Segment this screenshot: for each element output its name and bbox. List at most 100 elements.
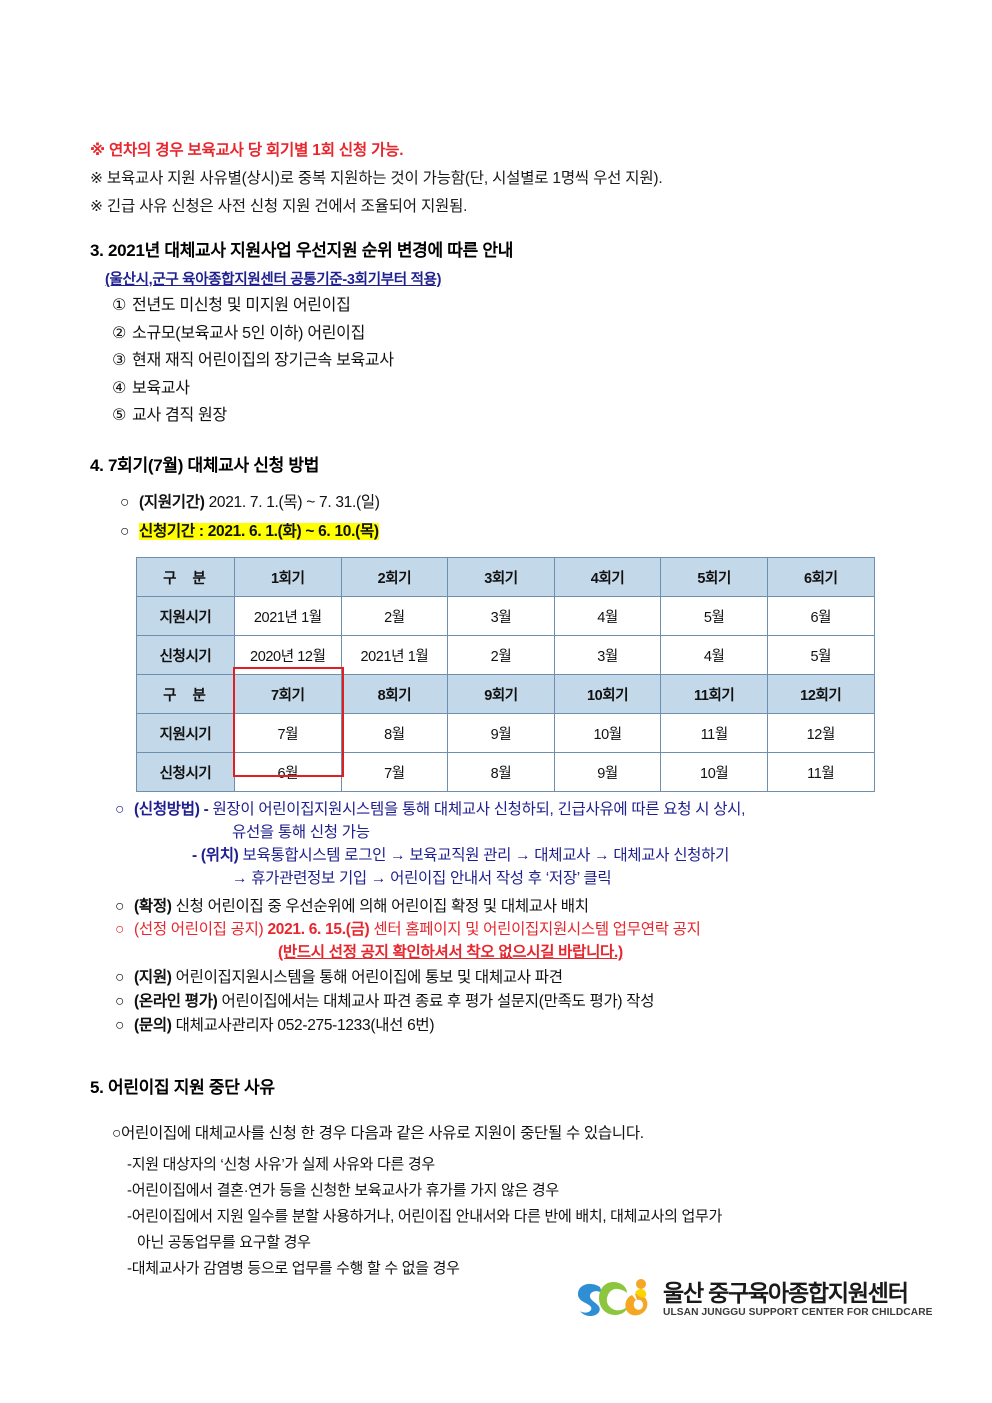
announce-row: ○ (선정 어린이집 공지) 2021. 6. 15.(금) 센터 홈페이지 및 … [115,917,701,942]
notice-line-2: ※ 보육교사 지원 사유별(상시)로 중복 지원하는 것이 가능함(단, 시설별… [90,170,663,187]
priority-number-5: ⑤ [112,407,127,424]
table-header-6: 6회기 [766,557,875,597]
table-header-5: 5회기 [660,557,768,597]
support-period-value: 2021. 7. 1.(목) ~ 7. 31.(일) [208,494,380,511]
table-header-2: 2회기 [340,557,449,597]
cell-support-2: 2월 [340,596,449,636]
confirm-row: ○ (확정) 신청 어린이집 중 우선순위에 의해 어린이집 확정 및 대체교사 … [115,894,589,919]
list-item: -대체교사가 감염병 등으로 업무를 수행 할 수 없을 경우 [127,1256,957,1282]
center-logo-icon [577,1279,648,1317]
cell-support-1: 2021년 1월 [234,596,342,636]
method-location-label: - (위치) [192,847,239,864]
confirm-text: 신청 어린이집 중 우선순위에 의해 어린이집 확정 및 대체교사 배치 [175,898,589,915]
gubun-text: 구 분 [163,570,212,587]
method-location-line1: 보육통합시스템 로그인 → 보육교직원 관리 → 대체교사 → 대체교사 신청하… [242,847,730,864]
row-label-apply-1: 신청시기 [136,635,235,675]
gubun-text: 구 분 [163,687,212,704]
table-header-3: 3회기 [447,557,555,597]
logo-name-ko: 울산 중구육아종합지원센터 [663,1280,909,1306]
dispatch-row: ○ (지원) 어린이집지원시스템을 통해 어린이집에 통보 및 대체교사 파견 [115,965,563,990]
list-item: -어린이집에서 결혼·연가 등을 신청한 보육교사가 휴가를 가지 않은 경우 [127,1178,957,1204]
contact-row: ○ (문의) 대체교사관리자 052-275-1233(내선 6번) [115,1013,435,1038]
section5-item-2-line1: -어린이집에서 결혼·연가 등을 신청한 보육교사가 휴가를 가지 않은 경우 [127,1182,559,1199]
section5-intro: ○어린이집에 대체교사를 신청 한 경우 다음과 같은 사유로 지원이 중단될 … [112,1125,644,1142]
apply-period-row: ○ 신청기간 : 2021. 6. 1.(화) ~ 6. 10.(목) [120,519,379,544]
table-header-12: 12회기 [766,674,875,714]
table-header-8: 8회기 [340,674,449,714]
table-row-apply-1: 신청시기 2020년 12월 2021년 1월 2월 3월 4월 5월 [136,635,875,675]
announce-sub-row: (반드시 선정 공지 확인하셔서 착오 없으시길 바랍니다.) [278,940,623,965]
table-row-header-2: 구 분 7회기 8회기 9회기 10회기 11회기 12회기 [136,674,875,714]
table-corner-label-2: 구 분 [136,674,235,714]
priority-number-3: ③ [112,352,127,369]
table-header-9: 9회기 [447,674,555,714]
method-line2-row: 유선을 통해 신청 가능 [232,820,370,845]
support-period-row: ○ (지원기간) 2021. 7. 1.(목) ~ 7. 31.(일) [120,490,380,515]
method-location-line2-row: → 휴가관련정보 기입 → 어린이집 안내서 작성 후 ‘저장’ 클릭 [232,866,612,891]
priority-number-2: ② [112,324,127,342]
evaluation-label: (온라인 평가) [134,993,218,1010]
priority-item-2: ② 소규모(보육교사 5인 이하) 어린이집 [112,320,394,348]
method-location-row: - (위치) 보육통합시스템 로그인 → 보육교직원 관리 → 대체교사 → 대… [192,843,729,868]
schedule-table: 구 분 1회기 2회기 3회기 4회기 5회기 6회기 지원시기 2021년 1… [136,557,875,792]
footer-logo: 울산 중구육아종합지원센터 ULSAN JUNGGU SUPPORT CENTE… [575,1277,933,1323]
cell-apply-10: 9월 [553,752,662,792]
method-line2: 유선을 통해 신청 가능 [232,824,370,841]
priority-item-1: ① 전년도 미신청 및 미지원 어린이집 [112,292,394,320]
cell-support-5: 5월 [660,596,768,636]
support-period-label: (지원기간) [139,494,205,511]
cell-apply-5: 4월 [660,635,768,675]
bullet-mark-icon: ○ [120,494,130,511]
cell-apply-11: 10월 [660,752,768,792]
method-line1: 원장이 어린이집지원시스템을 통해 대체교사 신청하되, 긴급사유에 따른 요청… [212,801,746,818]
cell-apply-2: 2021년 1월 [340,635,449,675]
cell-support-8: 8월 [340,713,449,753]
bullet-mark-icon: ○ [115,801,125,818]
cell-support-3: 3월 [447,596,555,636]
table-row-apply-2: 신청시기 6월 7월 8월 9월 10월 11월 [136,752,875,792]
priority-list: ① 전년도 미신청 및 미지원 어린이집 ② 소규모(보육교사 5인 이하) 어린이… [112,292,394,430]
cell-apply-4: 3월 [553,635,662,675]
cell-support-6: 6월 [766,596,875,636]
cell-support-7: 7월 [234,713,342,753]
method-label: (신청방법) - [134,801,209,818]
priority-label-5: 교사 겸직 원장 [132,407,227,424]
announce-sub: (반드시 선정 공지 확인하셔서 착오 없으시길 바랍니다.) [278,944,623,961]
method-row: ○ (신청방법) - 원장이 어린이집지원시스템을 통해 대체교사 신청하되, 긴… [115,797,745,822]
bullet-mark-icon: ○ [115,921,125,938]
cell-apply-1: 2020년 12월 [234,635,342,675]
table-header-4: 4회기 [553,557,662,597]
cell-support-4: 4월 [553,596,662,636]
section5-list: -지원 대상자의 ‘신청 사유’가 실제 사유와 다른 경우 -어린이집에서 결… [127,1152,957,1282]
section4-heading: 4. 7회기(7월) 대체교사 신청 방법 [90,456,320,475]
table-header-11: 11회기 [660,674,768,714]
bullet-mark-icon: ○ [115,993,125,1010]
cell-apply-3: 2월 [447,635,555,675]
apply-period-text: 신청기간 : 2021. 6. 1.(화) ~ 6. 10.(목) [139,523,379,540]
table-row-support-2: 지원시기 7월 8월 9월 10월 11월 12월 [136,713,875,753]
cell-support-12: 12월 [766,713,875,753]
section5-item-1-line1: -지원 대상자의 ‘신청 사유’가 실제 사유와 다른 경우 [127,1156,435,1173]
section5-heading: 5. 어린이집 지원 중단 사유 [90,1078,275,1097]
bullet-mark-icon: ○ [115,898,125,915]
priority-item-4: ④ 보육교사 [112,375,394,403]
announce-date: 2021. 6. 15.(금) [267,921,370,938]
evaluation-text: 어린이집에서는 대체교사 파견 종료 후 평가 설문지(만족도 평가) 작성 [221,993,655,1010]
section3-heading: 3. 2021년 대체교사 지원사업 우선지원 순위 변경에 따른 안내 [90,241,514,260]
table-corner-label-1: 구 분 [136,557,235,597]
cell-support-9: 9월 [447,713,555,753]
cell-support-11: 11월 [660,713,768,753]
cell-apply-6: 5월 [766,635,875,675]
confirm-label: (확정) [134,898,172,915]
notice-line-3: ※ 긴급 사유 신청은 사전 신청 지원 건에서 조율되어 지원됨. [90,198,468,215]
announce-text: 센터 홈페이지 및 어린이집지원시스템 업무연락 공지 [373,921,701,938]
cell-support-10: 10월 [553,713,662,753]
cell-apply-9: 8월 [447,752,555,792]
contact-label: (문의) [134,1017,172,1034]
dispatch-label: (지원) [134,969,172,986]
table-header-7: 7회기 [234,674,342,714]
row-label-apply-2: 신청시기 [136,752,235,792]
contact-text: 대체교사관리자 052-275-1233(내선 6번) [175,1017,435,1034]
priority-label-2: 소규모(보육교사 5인 이하) 어린이집 [132,324,366,342]
list-item: -어린이집에서 지원 일수를 분할 사용하거나, 어린이집 안내서와 다른 반에… [127,1204,957,1256]
